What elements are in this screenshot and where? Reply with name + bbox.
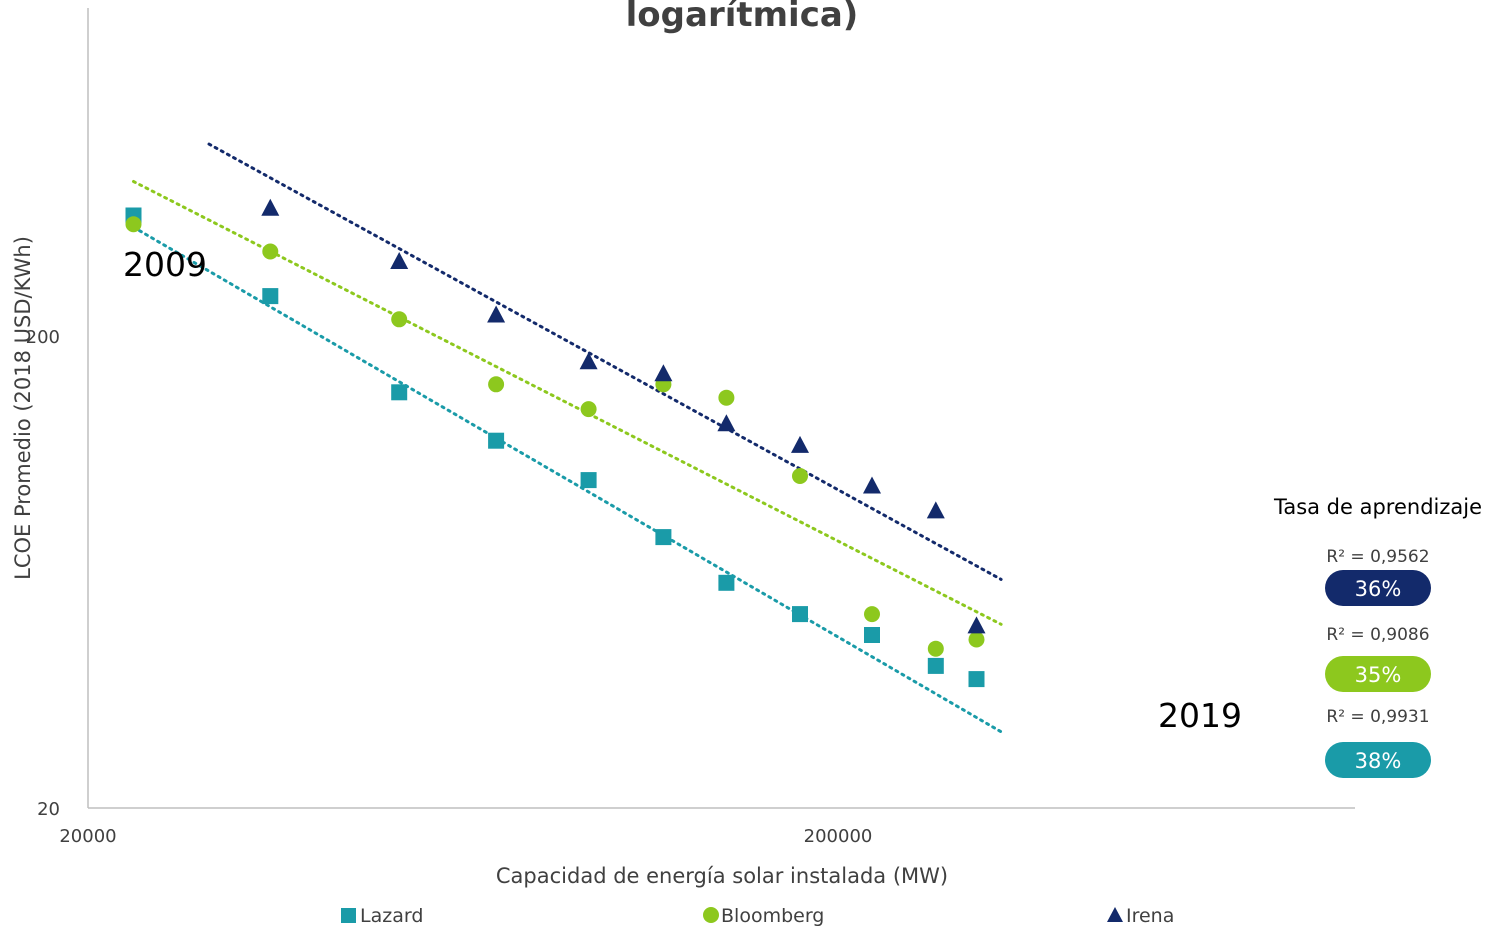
irena-trendline: [207, 142, 1003, 581]
irena-point-4: [654, 364, 673, 382]
lazard-point-3: [488, 432, 505, 449]
lazard-point-5: [655, 529, 672, 546]
irena-point-6: [791, 435, 809, 453]
bloomberg-point-1: [262, 243, 279, 260]
bloomberg-point-0: [125, 216, 142, 233]
irena-r2-label: R² = 0,9562: [1326, 547, 1429, 567]
irena-rate-label: 36%: [1355, 577, 1402, 601]
irena-point-8: [926, 501, 945, 519]
end-year-label: 2019: [1158, 696, 1242, 735]
bloomberg-point-2: [391, 311, 408, 328]
learning-rate-title: Tasa de aprendizaje: [1273, 495, 1482, 519]
legend-bloomberg-marker: [703, 907, 719, 923]
lazard-point-8: [864, 627, 880, 643]
lazard-point-2: [391, 384, 408, 401]
irena-point-0: [261, 198, 280, 216]
chart-title: logarítmica): [626, 0, 859, 35]
bloomberg-point-9: [927, 640, 944, 657]
legend-lazard-marker: [341, 908, 356, 923]
bloomberg-r2-label: R² = 0,9086: [1326, 625, 1429, 645]
irena-rate-pill: [1325, 570, 1431, 606]
legend-irena-label: Irena: [1126, 905, 1174, 927]
lazard-rate-label: 38%: [1355, 749, 1402, 773]
irena-point-9: [967, 616, 986, 634]
bloomberg-point-8: [864, 606, 880, 623]
lazard-trendline: [132, 225, 1003, 734]
bloomberg-point-4: [580, 401, 597, 418]
lazard-point-10: [968, 671, 985, 688]
x-axis-label: Capacidad de energía solar instalada (MW…: [496, 864, 948, 888]
lazard-point-6: [718, 574, 735, 591]
lazard-rate-pill: [1325, 742, 1431, 778]
y-tick-label-200: 200: [26, 327, 60, 348]
lazard-r2-label: R² = 0,9931: [1326, 707, 1429, 727]
x-tick-label-200000: 200000: [804, 826, 873, 847]
lazard-point-4: [580, 472, 597, 489]
irena-point-2: [487, 305, 506, 323]
y-axis-label: LCOE Promedio (2018 USD/KWh): [11, 236, 35, 580]
legend-irena-marker: [1107, 907, 1123, 922]
bloomberg-point-6: [718, 389, 735, 406]
bloomberg-trendline: [132, 180, 1003, 626]
bloomberg-rate-pill: [1325, 656, 1431, 692]
irena-point-5: [717, 414, 736, 432]
y-tick-label-20: 20: [37, 799, 60, 820]
bloomberg-point-7: [792, 468, 808, 484]
bloomberg-rate-label: 35%: [1355, 663, 1402, 687]
legend-lazard-label: Lazard: [360, 905, 423, 927]
irena-point-3: [579, 352, 598, 370]
lazard-point-9: [927, 657, 944, 674]
x-tick-label-20000: 20000: [59, 826, 116, 847]
lazard-point-1: [262, 288, 279, 305]
irena-point-7: [863, 476, 881, 494]
plot-area: [125, 142, 1003, 734]
legend-bloomberg-label: Bloomberg: [721, 905, 824, 927]
lazard-point-7: [792, 606, 808, 623]
bloomberg-point-10: [968, 631, 985, 648]
irena-point-1: [390, 252, 409, 269]
start-year-label: 2009: [123, 245, 207, 284]
bloomberg-point-3: [488, 376, 505, 393]
